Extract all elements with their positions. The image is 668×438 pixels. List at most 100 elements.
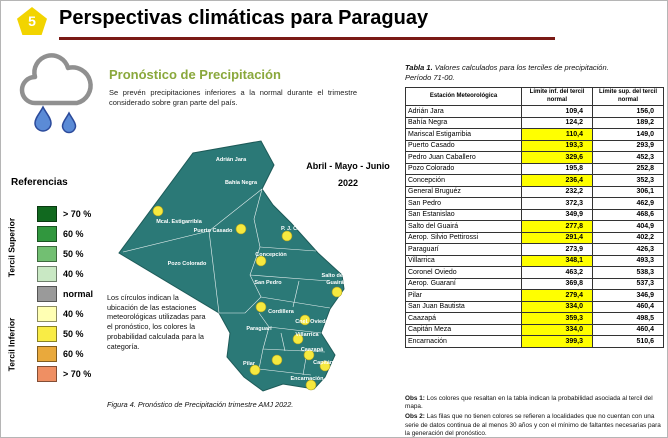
table-row: Salto del Guairá 277,8 404,9 [405,220,664,233]
table-row: Bahía Negra 124,2 189,2 [405,116,664,129]
table-cell: 110,4 [521,128,593,141]
legend-color-chip [37,266,57,282]
table-header-station: Estación Meteorológica [405,87,522,106]
station-circle [331,286,343,298]
paraguay-map-shape [118,140,345,392]
tercil-inferior-label: Tercil Inferior [6,317,17,372]
table-row: Coronel Oviedo 463,2 538,3 [405,266,664,279]
station-circle [152,205,164,217]
period-year-label: 2022 [337,178,359,188]
legend-item: 40 % [37,264,93,284]
table-cell: Aerop. Silvio Pettirossi [405,231,522,244]
table-cell: 279,4 [521,289,593,302]
table-row: Encarnación 399,3 510,6 [405,335,664,348]
table-cell: 402,2 [592,231,664,244]
table-caption-text: Valores calculados para los terciles de … [405,63,609,82]
legend-item: 60 % [37,224,93,244]
map-label: Guairá [326,280,344,286]
table-row: Mariscal Estigarribia 110,4 149,0 [405,128,664,141]
legend-item: normal [37,284,93,304]
table-cell: 460,4 [592,323,664,336]
table-cell: 189,2 [592,116,664,129]
cloud-shape [19,53,93,106]
table-cell: General Bruguéz [405,185,522,198]
table-cell: Pozo Colorado [405,162,522,175]
legend-color-chip [37,306,57,322]
table-cell: 462,9 [592,197,664,210]
table-cell: 291,4 [521,231,593,244]
table-cell: 426,3 [592,243,664,256]
station-circle [319,360,331,372]
raindrop-icon [61,111,77,134]
table-cell: 232,2 [521,185,593,198]
table-cell: 348,1 [521,254,593,267]
table-row: Aerop. Silvio Pettirossi 291,4 402,2 [405,231,664,244]
table-row: Adrián Jara 109,4 156,0 [405,105,664,118]
map-label: San Pedro [254,280,282,286]
table-row: Aerop. Guaraní 369,8 537,3 [405,277,664,290]
table-caption: Tabla 1. Valores calculados para los ter… [405,63,663,83]
table-cell: 109,4 [521,105,593,118]
table-cell: 460,4 [592,300,664,313]
map-label: Cordillera [268,309,295,315]
diamond-shape: 5 [17,7,47,35]
forecast-section-title: Pronóstico de Precipitación [109,67,281,82]
legend-item: > 70 % [37,204,93,224]
legend-color-chip [37,226,57,242]
table-cell: 273,9 [521,243,593,256]
table-cell: Caazapá [405,312,522,325]
legend-color-chip [37,286,57,302]
page-title: Perspectivas climáticas para Paraguay [59,7,429,29]
legend-label: > 70 % [63,209,92,219]
table-row: Capitán Meza 334,0 460,4 [405,323,664,336]
table-cell: Mariscal Estigarribia [405,128,522,141]
table-caption-label: Tabla 1. [405,63,433,72]
table-cell: Puerto Casado [405,139,522,152]
table-cell: 334,0 [521,300,593,313]
table-cell: 498,5 [592,312,664,325]
table-cell: 252,8 [592,162,664,175]
map-label: Paraguarí [246,326,272,332]
table-cell: 193,3 [521,139,593,152]
table-row: San Juan Bautista 334,0 460,4 [405,300,664,313]
station-circle [305,379,317,391]
terciles-table: Estación Meteorológica Límite inf. del t… [405,87,664,348]
station-circle [255,301,267,313]
table-cell: 537,3 [592,277,664,290]
legend-label: normal [63,289,94,299]
table-row: Pilar 279,4 346,9 [405,289,664,302]
table-cell: 329,6 [521,151,593,164]
table-cell: 277,8 [521,220,593,233]
map-label: Bahía Negra [225,180,258,186]
table-row: San Estanislao 349,9 468,6 [405,208,664,221]
figure-caption: Figura 4. Pronóstico de Precipitación tr… [107,400,294,409]
circles-note: Los círculos indican la ubicación de las… [107,293,206,351]
station-circle [303,349,315,361]
table-cell: Encarnación [405,335,522,348]
map-label: Pilar [243,361,256,367]
paraguay-map: Adrián Jara Bahía Negra Mcal. Estigarribia… [118,140,345,392]
table-cell: 334,0 [521,323,593,336]
table-cell: Capitán Meza [405,323,522,336]
table-cell: 156,0 [592,105,664,118]
table-cell: Salto del Guairá [405,220,522,233]
table-header-row: Estación Meteorológica Límite inf. del t… [405,87,664,106]
map-label: Mcal. Estigarribia [156,219,202,225]
legend-label: 60 % [63,229,84,239]
table-cell: 463,2 [521,266,593,279]
legend-color-chip [37,346,57,362]
map-label: P. J. Cab. [281,226,306,232]
legend-item: 40 % [37,304,93,324]
observation-label: Obs 1: [405,395,427,402]
table-cell: 493,3 [592,254,664,267]
station-circle [292,333,304,345]
legend-label: 40 % [63,309,84,319]
observation-note: Obs 2: Las filas que no tienen colores s… [405,413,661,437]
table-cell: 369,8 [521,277,593,290]
observation-label: Obs 2: [405,413,427,421]
legend-list: > 70 % 60 % 50 % 40 % normal 40 % 50 % 60 % > 70… [37,204,93,384]
table-cell: 124,2 [521,116,593,129]
table-cell: Pilar [405,289,522,302]
legend-title: Referencias [11,177,68,188]
